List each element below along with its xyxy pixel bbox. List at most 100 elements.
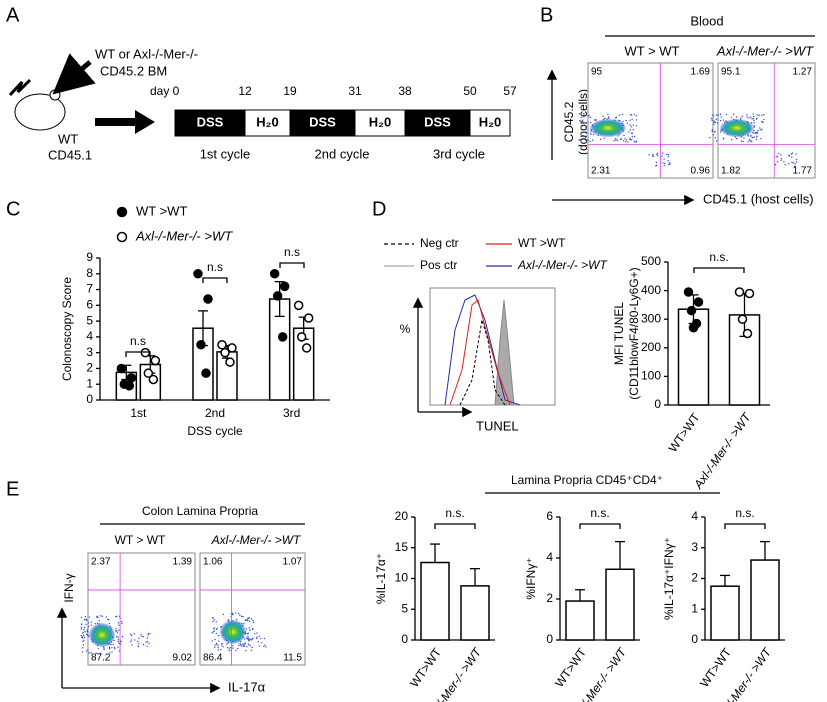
y-tick-label: 2 [546,591,553,605]
y-tick-label: 8 [86,266,93,280]
flow-dot [232,613,234,616]
flow-dot [83,636,86,639]
flow-dot [244,642,246,644]
flow-dot [625,140,627,143]
flow-dot [626,122,629,124]
flow-dot [720,116,722,118]
flow-dot [256,632,258,634]
data-point [196,340,206,350]
flow-dot [118,629,120,631]
quadrant-value: 2.37 [91,557,111,568]
flow-dot [630,126,633,128]
flow-cluster [220,620,246,644]
y-axis-label: Colonoscopy Score [60,277,74,381]
flow-dot [788,162,790,165]
flow-dot [211,632,213,634]
data-point [683,287,694,297]
flow-dot [252,621,255,624]
flow-dot [733,113,735,115]
legend-marker [116,231,128,243]
flow-dot [788,154,790,156]
flow-dot [589,140,591,143]
flow-dot [582,124,585,127]
flow-dot [590,132,592,134]
flow-dot [83,626,86,629]
flow-dot [655,161,658,164]
flow-dot [108,646,111,648]
group-label: Axl-/-Mer-/- >WT [211,533,302,547]
flow-dot [254,633,256,635]
flow-dot [256,636,258,638]
y-tick-label: 5 [86,313,93,327]
y-tick-label: 0 [86,392,93,406]
flow-dot [665,153,668,156]
flow-dot [756,136,758,138]
flow-dot [134,639,136,641]
flow-dot [243,645,245,648]
flow-dot [588,115,590,117]
data-point [734,287,745,297]
flow-dot [248,640,250,642]
flow-dot [118,624,120,626]
flow-dot [593,119,596,121]
flow-dot [83,639,85,641]
flow-dot [247,637,250,639]
flow-dot [743,137,745,139]
significance-label: n.s. [590,506,609,520]
flow-dot [753,125,756,127]
flow-dot [82,632,84,634]
quadrant-value: 87.2 [91,653,111,664]
day-label: day 0 [150,84,180,98]
panel-a: WT or Axl-/-Mer-/- CD45.2 BM WT CD45.1 d… [8,46,517,162]
flow-dot [218,634,220,637]
flow-dot [120,640,122,643]
y-tick-label: 4 [691,509,698,523]
flow-dot [244,638,246,640]
flow-dot [748,139,751,141]
legend-label: Axl-/-Mer-/- >WT [135,228,233,243]
flow-dot [121,635,124,638]
data-point [225,357,235,367]
flow-dot [741,115,744,118]
flow-dot [236,618,238,621]
flow-dot [667,156,669,158]
x-axis-label: IL-17α [228,679,266,694]
quadrant-value: 95.1 [721,67,741,78]
flow-dot [242,645,244,647]
flow-dot [663,164,665,167]
flow-frame [199,552,306,666]
y-tick-label: 7 [86,282,93,296]
flow-dot [113,646,116,649]
flow-dot [712,115,715,117]
flow-dot [99,615,102,617]
flow-dot [80,626,83,628]
flow-dot [625,139,628,141]
x-tick-label: 2nd [205,406,225,420]
y-tick-label: 6 [86,298,93,312]
flow-dot [714,137,716,139]
flow-dot [215,621,217,623]
flow-dot [752,115,755,118]
flow-dot [141,635,143,638]
segment-label: H₂0 [369,114,391,129]
flow-dot [212,620,214,623]
flow-dot [83,618,86,621]
flow-dot [713,123,715,125]
flow-dot [780,154,782,156]
flow-dot [260,642,263,644]
flow-dot [213,627,216,629]
flow-dot [756,114,758,116]
flow-dot [633,140,636,143]
flow-dot [115,628,117,630]
flow-dot [587,139,589,141]
flow-dot [586,132,588,135]
day-label: 12 [238,84,252,98]
data-point [277,332,288,342]
flow-dot [591,139,594,141]
y-tick-label: 300 [641,311,661,325]
flow-dot [711,129,714,131]
flow-dot [88,652,90,654]
y-tick-label: 15 [395,540,409,554]
flow-dot [578,113,581,115]
panel-b: Blood WT > WT Axl-/-Mer-/- >WT CD45.2 (d… [546,13,815,206]
